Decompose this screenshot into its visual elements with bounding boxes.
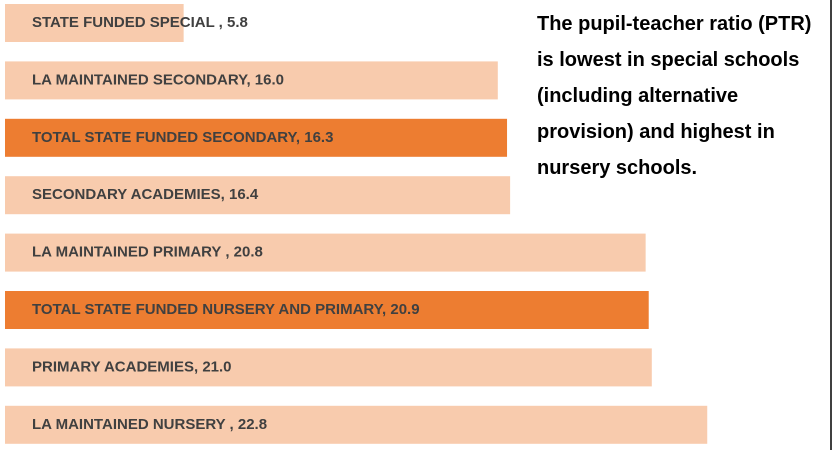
bar: [5, 176, 511, 215]
value-label: 16.3: [304, 129, 333, 146]
value-label: 5.8: [227, 14, 248, 31]
bar-label: PRIMARY ACADEMIES, 21.0: [32, 358, 232, 375]
bar: [5, 118, 508, 157]
value-label: 20.9: [390, 301, 419, 318]
value-label: 16.0: [255, 71, 284, 88]
category-label: PRIMARY ACADEMIES,: [32, 358, 198, 375]
annotation: The pupil-teacher ratio (PTR) is lowest …: [537, 13, 812, 179]
category-label: LA MAINTAINED PRIMARY ,: [32, 244, 230, 261]
category-label: SECONDARY ACADEMIES,: [32, 186, 225, 203]
category-label: TOTAL STATE FUNDED SECONDARY,: [32, 129, 300, 146]
bar-label: LA MAINTAINED NURSERY , 22.8: [32, 416, 267, 433]
value-label: 22.8: [238, 416, 267, 433]
bar: [5, 348, 652, 387]
category-label: LA MAINTAINED SECONDARY,: [32, 71, 251, 88]
bar: [5, 61, 498, 100]
bar-label: TOTAL STATE FUNDED NURSERY AND PRIMARY, …: [32, 301, 420, 318]
bar-label: TOTAL STATE FUNDED SECONDARY, 16.3: [32, 129, 333, 146]
value-label: 20.8: [234, 244, 263, 261]
bar: [5, 405, 708, 444]
bar-label: LA MAINTAINED SECONDARY, 16.0: [32, 71, 284, 88]
value-label: 16.4: [229, 186, 259, 203]
bar-label: LA MAINTAINED PRIMARY , 20.8: [32, 244, 263, 261]
category-label: STATE FUNDED SPECIAL ,: [32, 14, 223, 31]
bar: [5, 4, 184, 42]
category-label: LA MAINTAINED NURSERY ,: [32, 416, 234, 433]
value-label: 21.0: [202, 358, 231, 375]
bar-label: SECONDARY ACADEMIES, 16.4: [32, 186, 259, 203]
category-label: TOTAL STATE FUNDED NURSERY AND PRIMARY,: [32, 301, 386, 318]
bar: [5, 233, 646, 272]
bar-label: STATE FUNDED SPECIAL , 5.8: [32, 14, 248, 31]
bar: [5, 291, 649, 329]
